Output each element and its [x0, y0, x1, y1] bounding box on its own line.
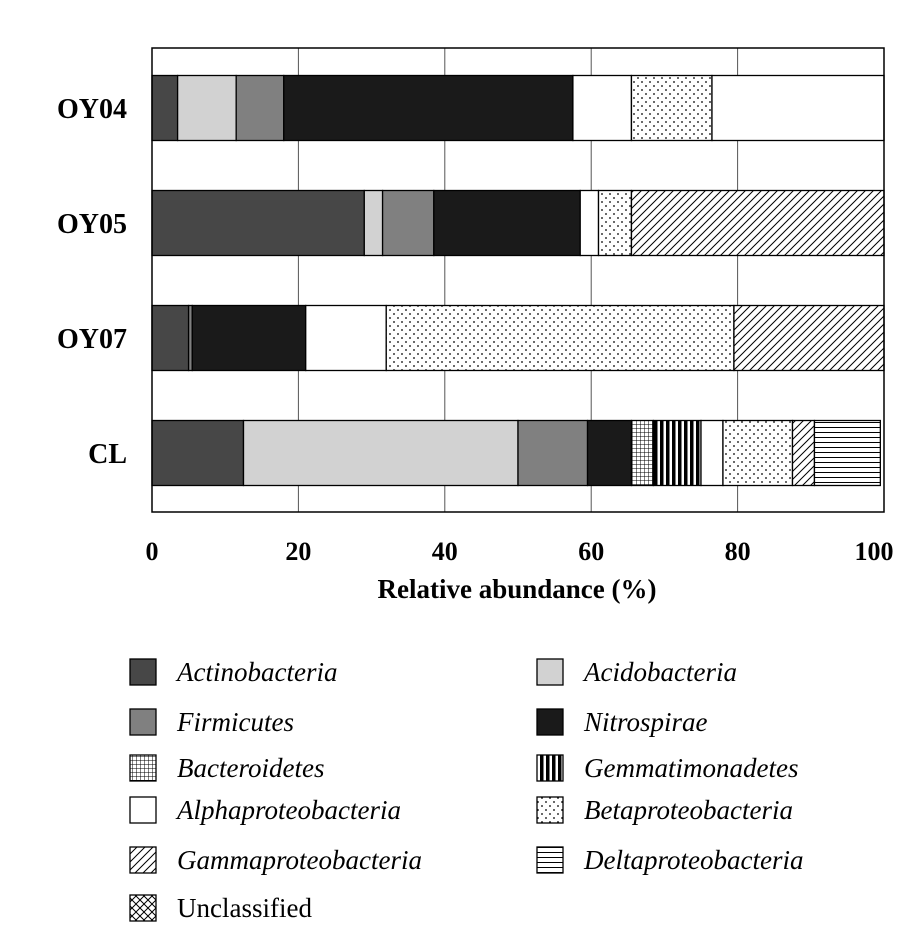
- bar-segment-actinobacteria: [151, 304, 190, 372]
- legend-label: Actinobacteria: [175, 657, 337, 687]
- legend-item-deltaproteobacteria: Deltaproteobacteria: [536, 845, 803, 875]
- bar-segment-betaproteobacteria: [722, 419, 794, 487]
- legend-swatch: [129, 658, 157, 686]
- bar-segment-gammaproteobacteria: [733, 304, 885, 372]
- legend-swatch: [536, 708, 564, 736]
- legend-label: Gemmatimonadetes: [584, 753, 798, 783]
- bar-segment-betaproteobacteria: [385, 304, 735, 372]
- bar-segment-actinobacteria: [151, 419, 245, 487]
- bar-row-cl: [151, 419, 881, 487]
- legend-label: Unclassified: [177, 893, 312, 923]
- x-tick-label: 0: [146, 537, 159, 566]
- category-label: OY04: [57, 94, 127, 125]
- legend-swatch: [129, 754, 157, 782]
- x-axis-title: Relative abundance (%): [378, 574, 657, 604]
- x-tick-label: 100: [855, 537, 894, 566]
- legend: Actinobacteria Acidobacteria Firmicutes Nit…: [129, 657, 803, 923]
- bar-row-oy07: [151, 304, 885, 372]
- bar-segment-firmicutes: [381, 189, 435, 257]
- legend-label: Firmicutes: [176, 707, 294, 737]
- bar-segment-gammaproteobacteria: [791, 419, 816, 487]
- bar-segment-nitrospirae: [433, 189, 581, 257]
- legend-label: Betaproteobacteria: [584, 795, 793, 825]
- bar-segment-nitrospirae: [283, 74, 574, 142]
- legend-label: Alphaproteobacteria: [175, 795, 401, 825]
- legend-item-bacteroidetes: Bacteroidetes: [129, 753, 324, 783]
- bar-segment-deltaproteobacteria: [813, 419, 881, 487]
- bar-segment-bacteroidetes: [630, 419, 655, 487]
- legend-label: Bacteroidetes: [177, 753, 324, 783]
- legend-swatch: [536, 796, 564, 824]
- legend-item-actinobacteria: Actinobacteria: [129, 657, 337, 687]
- bar-segment-alphaproteobacteria: [572, 74, 633, 142]
- x-tick-labels: 0 20 40 60 80 100: [146, 537, 894, 566]
- bar-segment-acidobacteria: [176, 74, 237, 142]
- plot-frame: [151, 47, 885, 513]
- bar-segment-actinobacteria: [151, 189, 365, 257]
- legend-swatch: [129, 708, 157, 736]
- category-label: OY07: [57, 324, 127, 355]
- category-labels: OY04 OY05 OY07 CL: [57, 94, 127, 470]
- legend-item-acidobacteria: Acidobacteria: [536, 657, 737, 687]
- legend-item-alphaproteobacteria: Alphaproteobacteria: [129, 795, 401, 825]
- bar-segment-alphaproteobacteria: [579, 189, 600, 257]
- x-tick-label: 80: [725, 537, 751, 566]
- bars: [151, 74, 885, 487]
- bar-segment-actinobacteria: [151, 74, 179, 142]
- x-tick-label: 40: [432, 537, 458, 566]
- legend-label: Gammaproteobacteria: [177, 845, 422, 875]
- legend-swatch: [129, 846, 157, 874]
- legend-label: Nitrospirae: [583, 707, 708, 737]
- bar-segment-firmicutes: [235, 74, 285, 142]
- category-label: CL: [88, 439, 127, 470]
- legend-swatch: [536, 754, 564, 782]
- legend-label: Acidobacteria: [582, 657, 737, 687]
- legend-swatch: [129, 894, 157, 922]
- bar-segment-gammaproteobacteria: [630, 189, 885, 257]
- bar-segment-remainder: [711, 74, 885, 142]
- bar-segment-gemmatimonadetes: [652, 419, 702, 487]
- x-tick-label: 60: [578, 537, 604, 566]
- legend-swatch: [129, 796, 157, 824]
- bar-segment-acidobacteria: [242, 419, 519, 487]
- bar-segment-betaproteobacteria: [630, 74, 713, 142]
- legend-item-unclassified: Unclassified: [129, 893, 312, 923]
- legend-item-firmicutes: Firmicutes: [129, 707, 294, 737]
- bar-segment-firmicutes: [517, 419, 589, 487]
- plot-border: [151, 47, 885, 513]
- x-tick-label: 20: [285, 537, 311, 566]
- legend-label: Deltaproteobacteria: [583, 845, 803, 875]
- legend-item-betaproteobacteria: Betaproteobacteria: [536, 795, 793, 825]
- bar-row-oy05: [151, 189, 885, 257]
- legend-swatch: [536, 846, 564, 874]
- bar-segment-betaproteobacteria: [597, 189, 633, 257]
- legend-item-gemmatimonadetes: Gemmatimonadetes: [536, 753, 798, 783]
- bar-row-oy04: [151, 74, 885, 142]
- bar-segment-alphaproteobacteria: [305, 304, 387, 372]
- legend-item-nitrospirae: Nitrospirae: [536, 707, 708, 737]
- category-label: OY05: [57, 209, 127, 240]
- bar-segment-nitrospirae: [191, 304, 307, 372]
- legend-item-gammaproteobacteria: Gammaproteobacteria: [129, 845, 422, 875]
- bar-segment-nitrospirae: [586, 419, 633, 487]
- bar-segment-alphaproteobacteria: [700, 419, 724, 487]
- legend-swatch: [536, 658, 564, 686]
- bar-segment-acidobacteria: [363, 189, 384, 257]
